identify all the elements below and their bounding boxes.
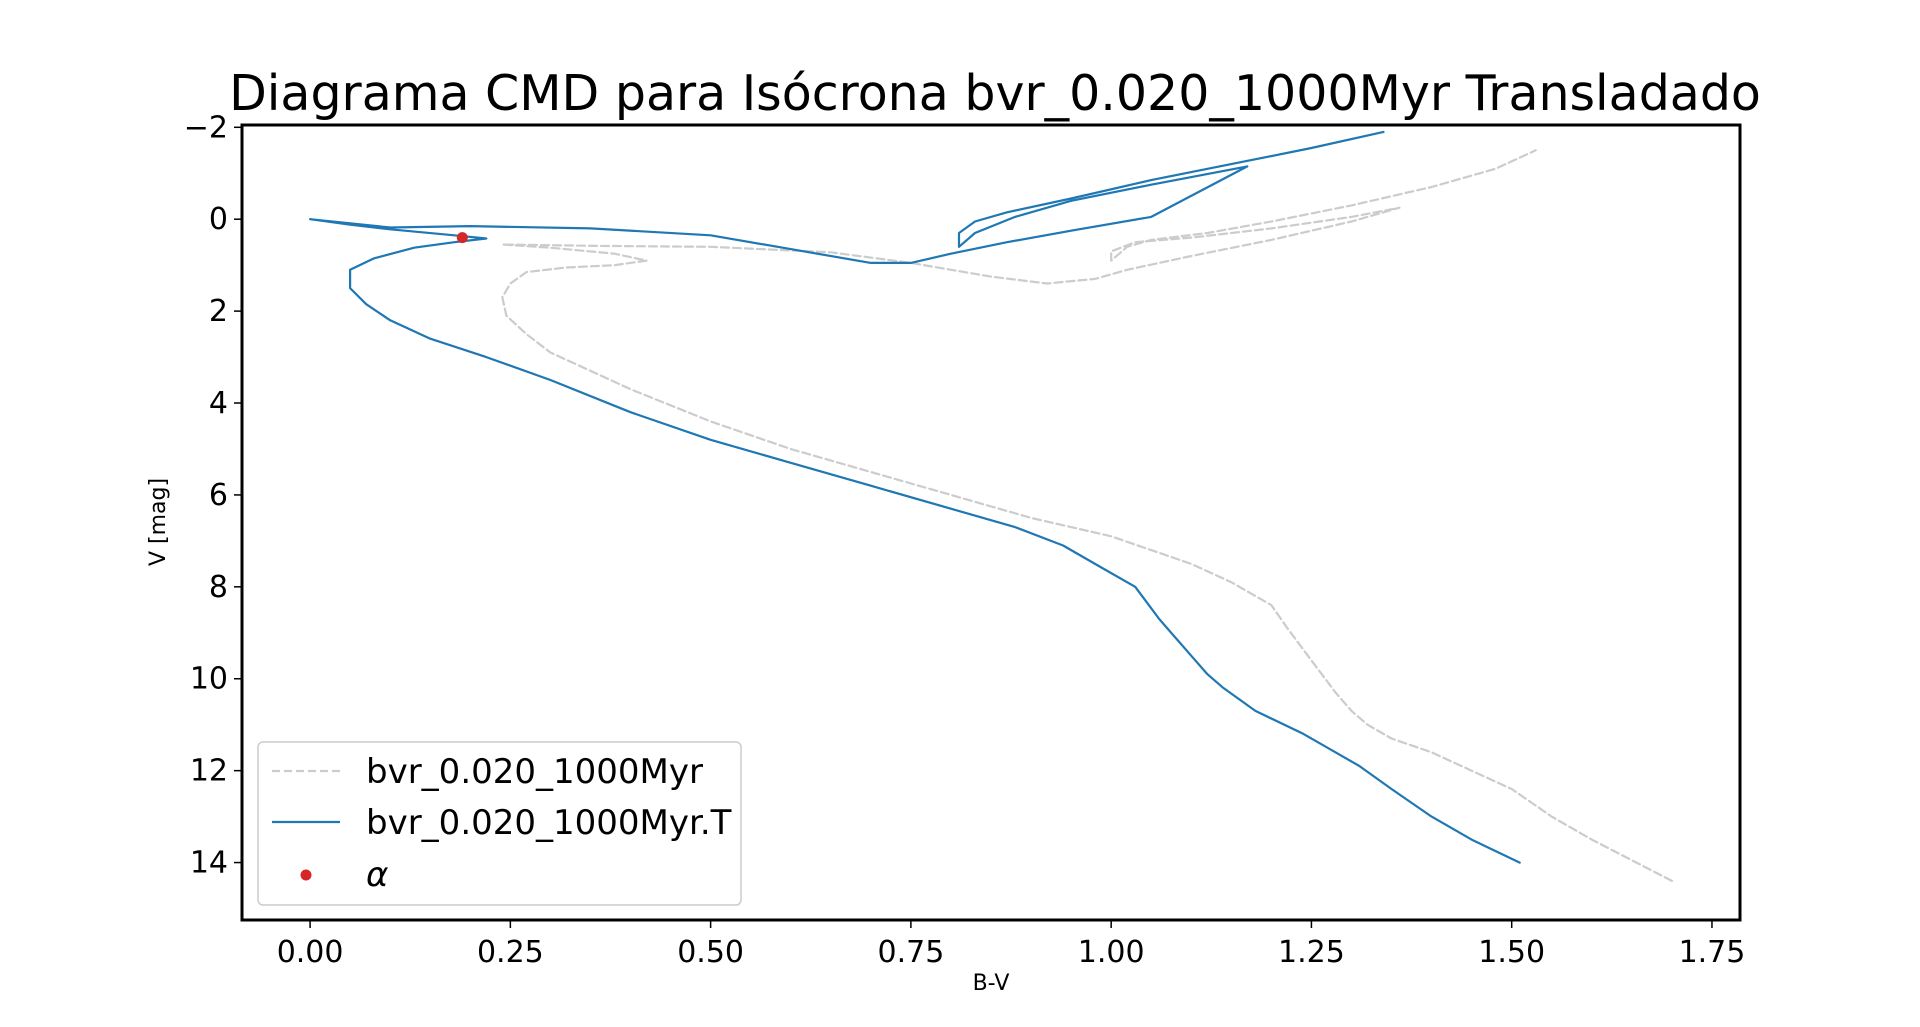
x-tick-label: 1.00 (1078, 935, 1145, 970)
y-tick-label: 12 (190, 754, 228, 789)
y-tick-label: 8 (209, 570, 228, 605)
x-tick-label: 0.75 (877, 935, 944, 970)
y-tick-label: 10 (190, 662, 228, 697)
y-tick-label: 2 (209, 294, 228, 329)
y-tick-label: 14 (190, 846, 228, 881)
y-tick-label: 6 (209, 478, 228, 513)
legend-label-alpha: α (366, 855, 388, 895)
y-axis-ticks: −2 0 2 4 6 8 10 12 14 (184, 110, 242, 881)
y-axis-label: V [mag] (146, 478, 171, 566)
x-tick-label: 1.50 (1478, 935, 1545, 970)
chart-title: Diagrama CMD para Isócrona bvr_0.020_100… (229, 65, 1761, 122)
x-tick-label: 0.25 (477, 935, 544, 970)
legend-label-translated: bvr_0.020_1000Myr.T (366, 803, 732, 843)
y-tick-label: −2 (184, 110, 228, 145)
x-tick-label: 1.25 (1278, 935, 1345, 970)
legend-swatch-marker (300, 869, 312, 881)
legend-box (257, 741, 742, 906)
plot-area (309, 130, 1673, 882)
x-tick-label: 1.75 (1679, 935, 1746, 970)
x-axis-label: B-V (973, 971, 1010, 996)
axes-frame (240, 123, 1742, 922)
alpha-point (456, 232, 468, 244)
x-tick-label: 0.00 (277, 935, 344, 970)
y-tick-label: 0 (209, 202, 228, 237)
series-line-isochrone (501, 149, 1673, 882)
y-tick-label: 4 (209, 386, 228, 421)
legend-label-isochrone: bvr_0.020_1000Myr (366, 752, 703, 792)
x-axis-ticks: 0.00 0.25 0.50 0.75 1.00 1.25 1.50 1.75 (277, 920, 1746, 970)
x-tick-label: 0.50 (677, 935, 744, 970)
legend: bvr_0.020_1000Myr bvr_0.020_1000Myr.T α (257, 741, 742, 906)
series-line-translated (309, 130, 1521, 864)
